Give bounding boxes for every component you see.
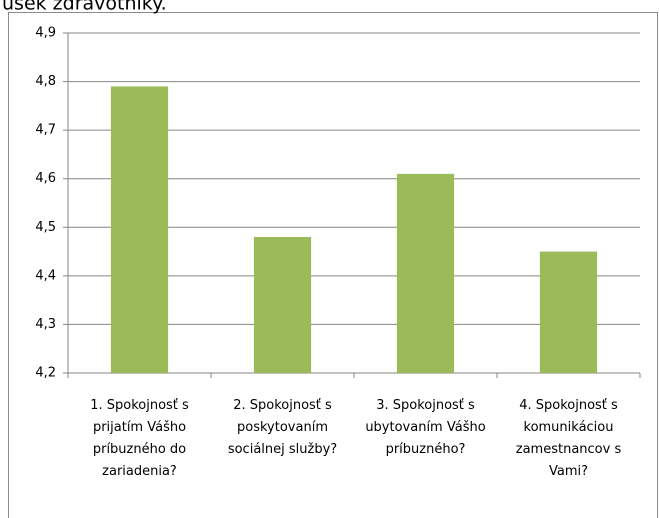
y-tick-label: 4,9 <box>35 26 56 41</box>
x-tick-label: 3. Spokojnosť s ubytovaním Vášho príbuzn… <box>365 398 486 457</box>
y-tick-label: 4,7 <box>35 123 56 138</box>
y-tick-label: 4,2 <box>35 366 56 381</box>
bar <box>253 237 312 373</box>
y-tick-label: 4,4 <box>35 268 56 283</box>
y-tick-label: 4,8 <box>35 74 56 89</box>
y-tick-label: 4,5 <box>35 220 56 235</box>
x-tick-label: 4. Spokojnosť s komunikáciou zamestnanco… <box>515 398 622 479</box>
caption: úsek zdravotníky. <box>2 0 167 15</box>
x-tick-label: 2. Spokojnosť s poskytovaním sociálnej s… <box>227 398 338 457</box>
x-tick-label: 1. Spokojnosť s prijatím Vášho príbuznéh… <box>90 398 189 479</box>
bar <box>396 173 455 373</box>
bar <box>539 251 598 373</box>
y-tick-label: 4,6 <box>35 171 56 186</box>
bar <box>110 86 169 373</box>
y-tick-label: 4,3 <box>35 317 56 332</box>
